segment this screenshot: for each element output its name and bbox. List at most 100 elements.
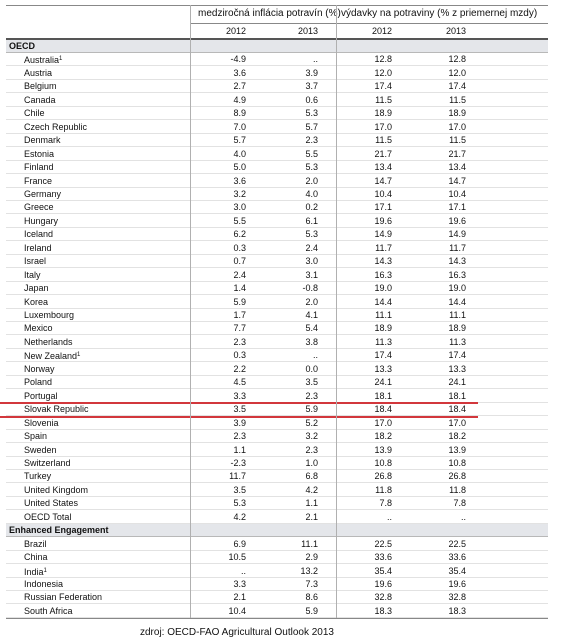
table-row: Mexico 7.7 5.4 18.9 18.9 xyxy=(6,322,548,336)
value-cell: 5.0 xyxy=(233,162,246,173)
country-cell: Greece xyxy=(24,202,54,213)
value-cell: 5.5 xyxy=(305,148,318,159)
table-row: Ireland 0.3 2.4 11.7 11.7 xyxy=(6,242,548,255)
country-cell: Turkey xyxy=(24,471,51,482)
value-cell: .. xyxy=(312,54,318,65)
country-cell: Mexico xyxy=(24,323,53,334)
country-cell: New Zealand1 xyxy=(24,350,80,362)
table-row: Canada 4.9 0.6 11.5 11.5 xyxy=(6,94,548,107)
value-cell: 7.0 xyxy=(233,121,246,132)
value-cell: 17.4 xyxy=(374,350,392,361)
value-cell: 14.7 xyxy=(448,175,466,186)
value-cell: 3.0 xyxy=(305,256,318,267)
value-cell: 2.4 xyxy=(305,242,318,253)
country-name: Turkey xyxy=(24,471,52,482)
value-cell: 11.8 xyxy=(449,484,466,495)
country-name: Ireland xyxy=(24,242,52,253)
country-cell: Italy xyxy=(24,270,41,281)
table-row: France 3.6 2.0 14.7 14.7 xyxy=(6,175,548,188)
value-cell: 18.3 xyxy=(374,605,392,616)
table-row: Finland 5.0 5.3 13.4 13.4 xyxy=(6,161,548,175)
value-cell: 3.6 xyxy=(233,175,246,186)
value-cell: 14.7 xyxy=(374,175,392,186)
country-name: Czech Republic xyxy=(24,121,88,132)
value-cell: 18.4 xyxy=(448,404,466,415)
value-cell: 0.7 xyxy=(233,256,246,267)
rule xyxy=(190,23,548,24)
footnote-mark: 1 xyxy=(59,56,63,63)
country-name: Canada xyxy=(24,94,56,105)
country-cell: Japan xyxy=(24,283,49,294)
value-cell: 14.9 xyxy=(374,229,392,240)
value-cell: 4.1 xyxy=(305,310,318,320)
value-cell: 3.5 xyxy=(305,377,318,388)
country-cell: Slovak Republic xyxy=(24,404,89,415)
country-cell: Portugal xyxy=(24,391,58,402)
table-row: Slovenia 3.9 5.2 17.0 17.0 xyxy=(6,417,548,430)
table-row: Germany 3.2 4.0 10.4 10.4 xyxy=(6,188,548,201)
value-cell: 17.1 xyxy=(374,202,392,213)
country-cell: Chile xyxy=(24,108,45,119)
value-cell: .. xyxy=(386,511,392,522)
value-cell: 13.9 xyxy=(448,444,466,455)
country-name: New Zealand xyxy=(24,351,78,362)
value-cell: 4.9 xyxy=(233,94,246,105)
country-cell: Finland xyxy=(24,162,54,173)
country-cell: Belgium xyxy=(24,81,57,92)
country-cell: Poland xyxy=(24,377,52,388)
country-name: Australia xyxy=(24,55,60,66)
value-cell: 1.1 xyxy=(305,498,318,509)
table-row: Japan 1.4 -0.8 19.0 19.0 xyxy=(6,282,548,296)
value-cell: 2.3 xyxy=(305,444,318,455)
table-row: OECD Total 4.2 2.1.... xyxy=(6,511,548,524)
value-cell: 3.5 xyxy=(233,484,246,495)
value-cell: 17.4 xyxy=(448,81,466,92)
table-row: Switzerland -2.3 1.0 10.8 10.8 xyxy=(6,457,548,470)
country-cell: Hungary xyxy=(24,216,58,227)
value-cell: 2.3 xyxy=(305,135,318,146)
table-row: Italy 2.4 3.1 16.3 16.3 xyxy=(6,269,548,282)
value-cell: 2.3 xyxy=(305,390,318,401)
value-cell: 33.6 xyxy=(448,552,466,563)
value-cell: 16.3 xyxy=(448,269,466,280)
country-name: Israel xyxy=(24,256,47,267)
value-cell: 10.4 xyxy=(448,188,466,199)
value-cell: 5.9 xyxy=(305,404,318,415)
table-row: Indonesia 3.3 7.3 19.6 19.6 xyxy=(6,578,548,591)
value-cell: 10.8 xyxy=(374,457,392,468)
table-row: Chile 8.9 5.3 18.9 18.9 xyxy=(6,107,548,121)
country-cell: Korea xyxy=(24,297,48,308)
country-cell: France xyxy=(24,176,52,187)
country-cell: Germany xyxy=(24,189,61,200)
value-cell: 5.3 xyxy=(305,162,318,173)
country-cell: United States xyxy=(24,498,78,509)
country-cell: Spain xyxy=(24,431,47,442)
country-cell: Brazil xyxy=(24,539,47,550)
value-cell: 5.5 xyxy=(233,215,246,226)
country-name: Portugal xyxy=(24,390,58,401)
value-cell: 24.1 xyxy=(374,377,392,388)
value-cell: 13.4 xyxy=(448,162,466,173)
value-cell: 2.4 xyxy=(233,269,246,280)
value-cell: .. xyxy=(240,565,246,576)
country-cell: Russian Federation xyxy=(24,592,102,603)
table-row: New Zealand1 0.3.. 17.4 17.4 xyxy=(6,349,548,363)
value-cell: 17.4 xyxy=(448,350,466,361)
value-cell: 10.4 xyxy=(374,188,392,199)
country-name: Estonia xyxy=(24,148,55,159)
country-name: Hungary xyxy=(24,215,59,226)
country-cell: India1 xyxy=(24,566,47,578)
value-cell: 3.9 xyxy=(233,417,246,428)
value-cell: 5.2 xyxy=(305,417,318,428)
value-cell: 5.7 xyxy=(233,135,246,146)
value-cell: 17.0 xyxy=(448,121,466,132)
value-cell: 2.0 xyxy=(305,296,318,307)
value-cell: 18.9 xyxy=(374,323,392,334)
value-cell: 14.3 xyxy=(448,256,466,267)
value-cell: 18.2 xyxy=(448,431,466,442)
value-cell: 0.3 xyxy=(233,242,246,253)
country-name: China xyxy=(24,552,48,563)
country-name: India xyxy=(24,566,44,577)
country-name: Germany xyxy=(24,188,62,199)
value-cell: 12.0 xyxy=(374,67,392,78)
